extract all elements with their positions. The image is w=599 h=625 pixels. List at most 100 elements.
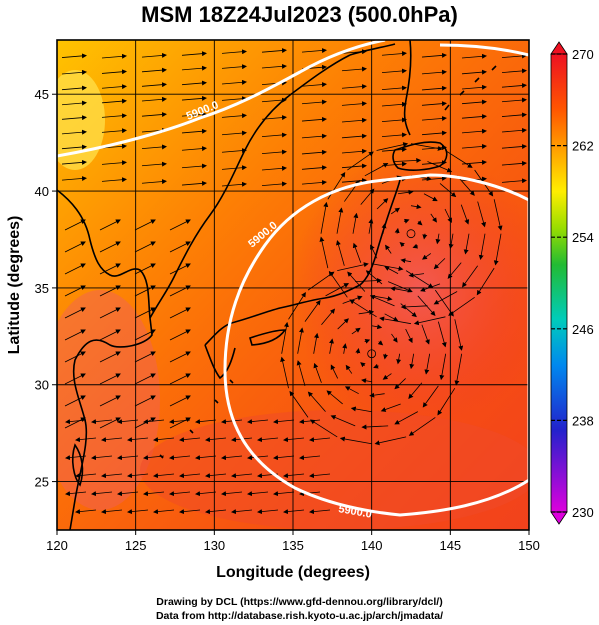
wind-streamline <box>320 201 329 234</box>
wind-streamline <box>394 227 400 234</box>
wind-streamline <box>169 455 191 461</box>
wind-streamline <box>341 178 367 184</box>
wind-streamline <box>101 69 127 75</box>
wind-streamline <box>205 437 227 443</box>
wind-streamline <box>141 161 167 167</box>
x-tick-label: 135 <box>282 538 304 553</box>
wind-streamline <box>380 403 401 412</box>
wind-streamline <box>91 419 113 425</box>
wind-streamline <box>501 144 527 150</box>
wind-streamline <box>221 113 247 119</box>
wind-streamline <box>336 207 344 234</box>
wind-streamline <box>309 419 338 438</box>
wind-streamline <box>141 179 167 185</box>
wind-streamline <box>99 241 121 253</box>
wind-streamline <box>330 364 339 379</box>
wind-streamline <box>424 353 431 375</box>
wind-streamline <box>437 321 447 348</box>
wind-streamline <box>134 263 156 275</box>
wind-streamline <box>179 509 201 515</box>
wind-streamline <box>461 143 487 149</box>
vortex-center <box>406 229 416 239</box>
wind-streamline <box>261 63 287 69</box>
wind-streamline <box>358 309 375 315</box>
x-tick-label: 145 <box>439 538 461 553</box>
wind-streamline <box>61 175 87 181</box>
wind-streamline <box>261 165 287 171</box>
wind-streamline <box>301 99 327 105</box>
wind-streamline <box>381 132 407 138</box>
wind-streamline <box>91 491 113 497</box>
wind-streamline <box>394 411 418 425</box>
colorbar-tick-label: 262 <box>572 139 594 154</box>
wind-streamline <box>341 101 367 107</box>
wind-streamline <box>364 338 371 344</box>
wind-streamline <box>408 382 423 399</box>
contour-label-south: 5900.0 <box>337 503 372 521</box>
wind-streamline <box>422 385 439 408</box>
wind-streamline <box>445 150 473 168</box>
wind-streamline <box>301 133 327 139</box>
wind-streamline <box>169 491 191 497</box>
wind-streamline <box>141 96 167 102</box>
wind-streamline <box>221 148 247 154</box>
wind-streamline <box>394 157 422 163</box>
wind-streamline <box>371 263 404 271</box>
wind-streamline <box>64 263 86 275</box>
wind-streamline <box>421 130 447 136</box>
wind-streamline <box>273 455 295 461</box>
wind-streamline <box>141 52 167 58</box>
wind-streamline <box>460 204 470 225</box>
wind-streamline <box>355 278 382 284</box>
wind-streamline <box>361 378 372 384</box>
wind-streamline <box>169 373 191 385</box>
wind-streamline <box>341 133 367 139</box>
y-tick-label: 30 <box>35 378 49 393</box>
wind-streamline <box>61 115 87 121</box>
wind-streamline <box>399 242 405 248</box>
wind-streamline <box>430 213 437 223</box>
wind-streamline <box>501 112 527 118</box>
wind-streamline <box>127 473 149 479</box>
wind-streamline <box>304 299 321 322</box>
wind-streamline <box>383 353 388 360</box>
wind-streamline <box>61 144 87 150</box>
wind-streamline <box>134 351 156 363</box>
wind-streamline <box>461 53 487 59</box>
x-tick-label: 150 <box>518 538 540 553</box>
wind-streamline <box>169 241 191 253</box>
wind-streamline <box>64 351 86 363</box>
wind-streamline <box>400 304 428 310</box>
wind-streamline <box>421 324 430 345</box>
wind-streamline <box>141 82 167 88</box>
wind-streamline <box>64 373 86 385</box>
wind-streamline <box>403 218 410 224</box>
wind-streamline <box>337 262 369 271</box>
wind-streamline <box>454 353 463 386</box>
wind-streamline <box>195 455 217 461</box>
wind-streamline <box>413 316 446 326</box>
wind-streamline <box>99 373 121 385</box>
wind-streamline <box>99 263 121 275</box>
map-title: MSM 18Z24Jul2023 (500.0hPa) <box>141 2 458 27</box>
wind-streamline <box>101 437 123 443</box>
wind-streamline <box>368 218 374 234</box>
wind-streamline <box>364 163 389 177</box>
wind-streamline <box>101 98 127 104</box>
y-tick-label: 35 <box>35 281 49 296</box>
colorbar-ramp <box>550 53 568 513</box>
wind-streamline <box>501 53 527 59</box>
wind-streamline <box>421 175 447 181</box>
wind-streamline <box>143 491 165 497</box>
wind-streamline <box>433 291 458 305</box>
wind-streamline <box>61 129 87 135</box>
wind-streamline <box>384 313 399 322</box>
credit-drawing: Drawing by DCL (https://www.gfd-dennou.o… <box>156 596 443 608</box>
wind-streamline <box>501 178 527 184</box>
wind-streamline <box>501 83 527 88</box>
wind-streamline <box>261 181 287 187</box>
wind-streamline <box>408 272 425 278</box>
wind-streamline <box>396 353 402 365</box>
wind-streamline <box>493 233 502 266</box>
y-tick-label: 25 <box>35 475 49 490</box>
